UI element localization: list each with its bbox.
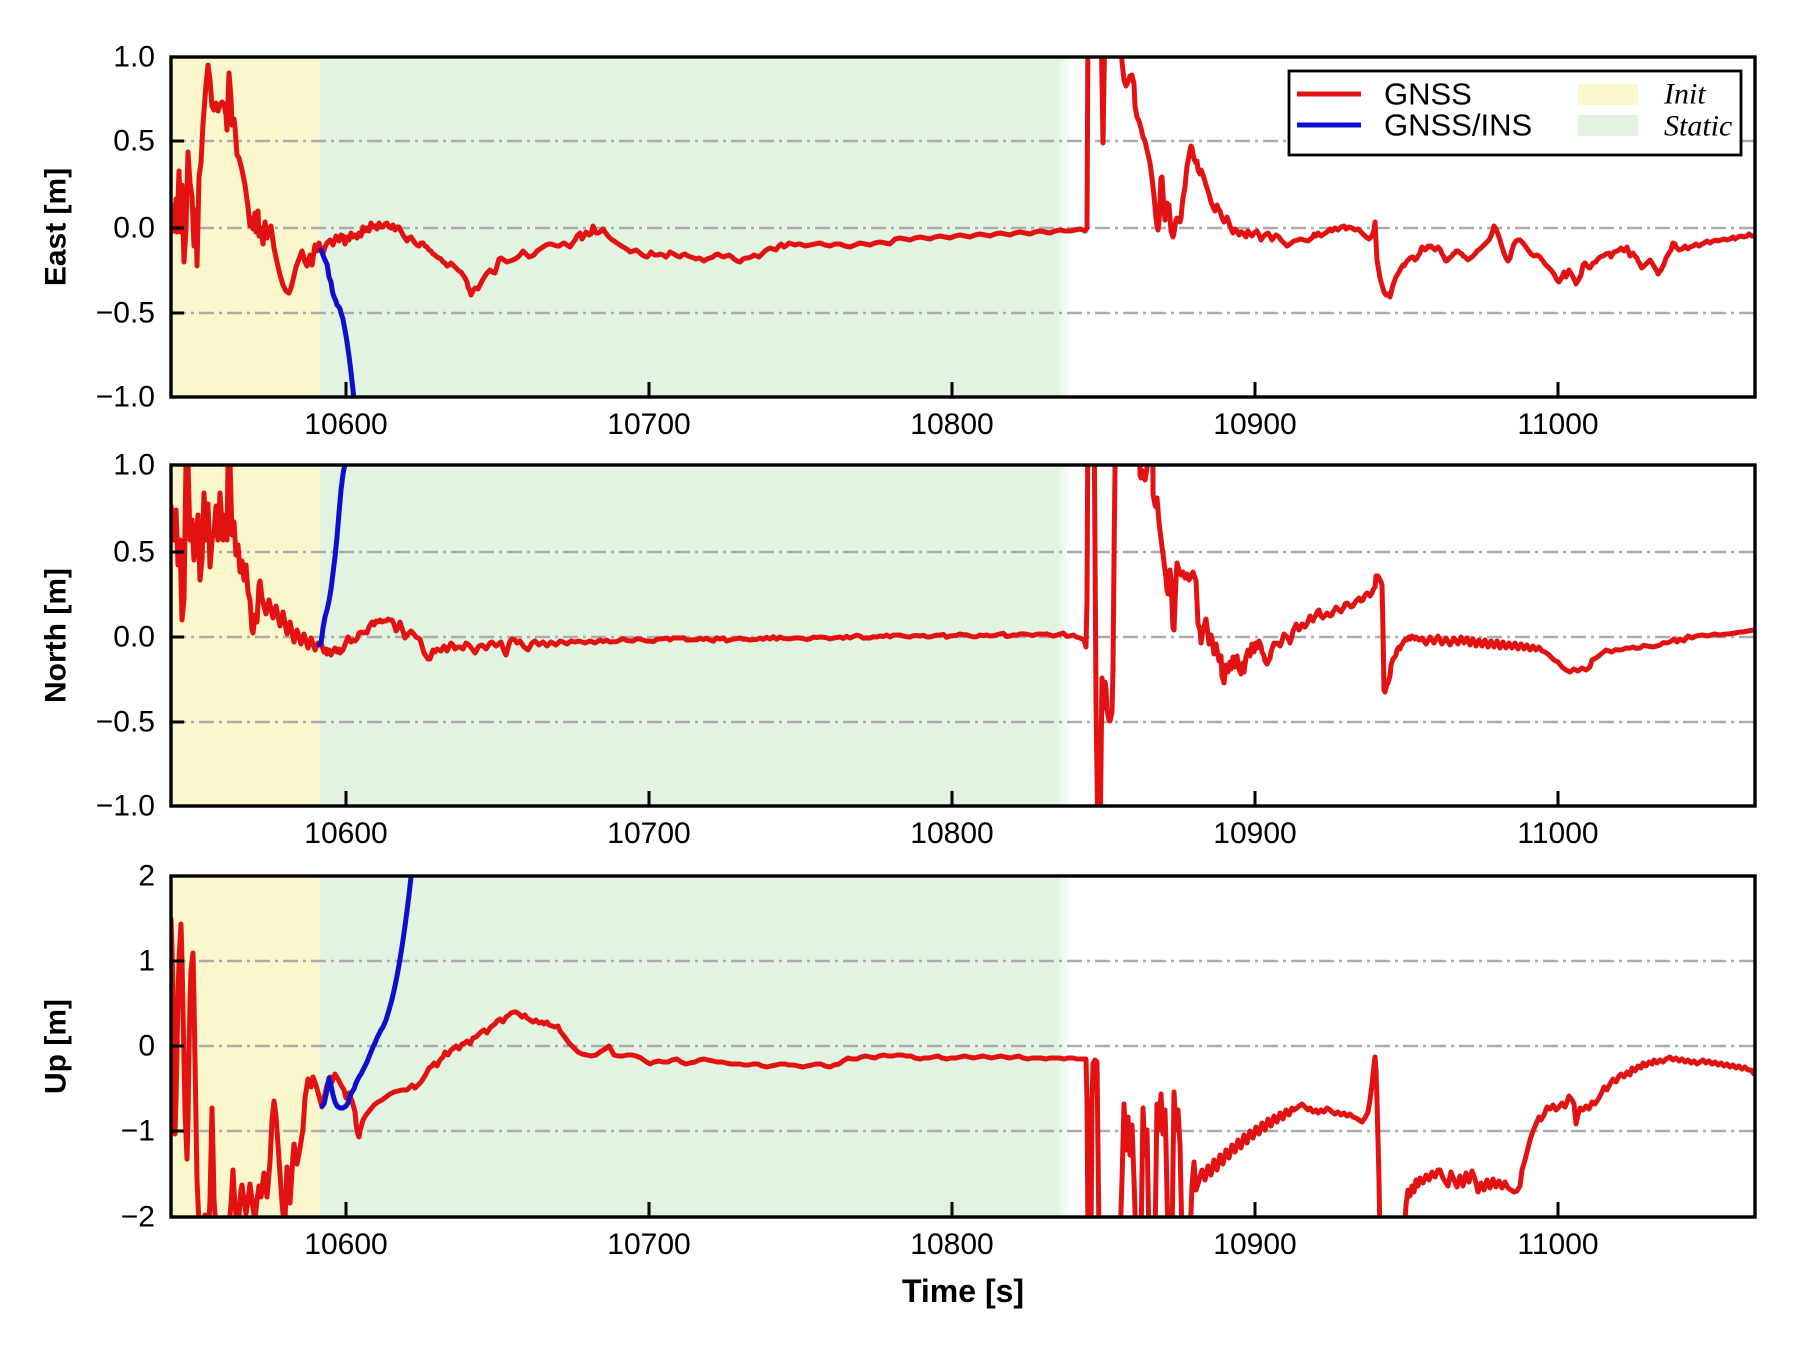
svg-text:−0.5: −0.5 [96,297,155,330]
svg-text:1: 1 [138,945,155,978]
svg-text:0.5: 0.5 [113,125,155,158]
svg-text:Up [m]: Up [m] [40,999,73,1094]
svg-text:10700: 10700 [607,408,690,441]
svg-text:10600: 10600 [304,408,387,441]
svg-text:0.0: 0.0 [113,621,155,654]
svg-text:10800: 10800 [910,1228,993,1261]
svg-text:Time [s]: Time [s] [902,1273,1024,1309]
svg-text:11000: 11000 [1517,1228,1598,1261]
svg-text:0.0: 0.0 [113,212,155,245]
svg-text:Static: Static [1664,110,1732,143]
svg-text:1.0: 1.0 [113,41,155,74]
svg-text:−1.0: −1.0 [96,381,155,414]
svg-text:10600: 10600 [304,1228,387,1261]
svg-text:10700: 10700 [607,1228,690,1261]
svg-text:10900: 10900 [1213,817,1296,850]
svg-text:10900: 10900 [1213,408,1296,441]
svg-text:GNSS: GNSS [1384,77,1472,112]
svg-text:Init: Init [1663,78,1706,111]
svg-text:−1.0: −1.0 [96,790,155,823]
svg-text:10800: 10800 [910,408,993,441]
svg-text:−0.5: −0.5 [96,706,155,739]
svg-text:−1: −1 [121,1115,155,1148]
svg-text:North [m]: North [m] [40,568,73,703]
svg-text:0: 0 [138,1030,155,1063]
svg-text:10600: 10600 [304,817,387,850]
svg-text:11000: 11000 [1517,817,1598,850]
svg-text:1.0: 1.0 [113,449,155,482]
svg-text:10900: 10900 [1213,1228,1296,1261]
svg-text:2: 2 [138,860,155,893]
svg-text:GNSS/INS: GNSS/INS [1384,108,1532,143]
svg-text:11000: 11000 [1517,408,1598,441]
svg-text:10700: 10700 [607,817,690,850]
svg-text:0.5: 0.5 [113,536,155,569]
svg-text:10800: 10800 [910,817,993,850]
svg-text:East [m]: East [m] [40,168,73,286]
svg-text:−2: −2 [121,1201,155,1234]
